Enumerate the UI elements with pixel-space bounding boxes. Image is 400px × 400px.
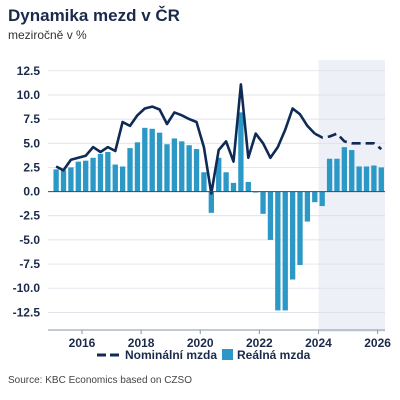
x-tick-label: 2016 [69,336,96,350]
bar-real-wage [119,166,126,192]
line-series-layer [55,83,383,195]
x-tick-label: 2022 [246,336,273,350]
forecast-band-layer [318,60,385,332]
bar-real-wage [341,147,348,192]
bar-real-wage [164,144,170,192]
bar-real-wage [134,142,141,192]
legend-bar-label: Reálná mzda [237,348,311,362]
bar-real-wage [201,172,207,192]
bar-real-wage [312,191,318,203]
bar-real-wage [112,164,118,192]
bar-real-wage [297,191,303,266]
y-tick-label: 7.5 [23,112,40,126]
bar-real-wage [208,191,214,213]
bar-real-wage [179,141,185,192]
bar-real-wage [149,128,155,192]
y-tick-label: 2.5 [23,160,40,174]
bar-real-wage [289,191,296,280]
bar-real-wage [363,166,370,192]
chart-title: Dynamika mezd v ČR [8,6,180,25]
bar-real-wage [238,112,244,192]
bar-real-wage [90,157,96,192]
forecast-band [318,60,385,332]
legend-bar-swatch [222,349,233,360]
source-note: Source: KBC Economics based on CZSO [8,375,192,386]
bar-real-wage [53,169,59,192]
bar-real-wage [245,181,251,192]
y-tick-label: -10.0 [13,281,41,295]
x-tick-label: 2024 [305,336,332,350]
bar-real-wage [356,166,362,192]
bar-series-layer [53,112,384,311]
line-nominal-wage [55,83,316,195]
bar-real-wage [275,191,281,311]
bar-real-wage [319,191,325,207]
bar-real-wage [326,158,333,192]
bar-real-wage [260,191,266,214]
bar-real-wage [193,149,200,192]
bar-real-wage [75,161,81,192]
bar-real-wage [267,191,274,240]
bar-real-wage [171,138,178,192]
bar-real-wage [371,165,377,192]
bar-real-wage [186,145,192,192]
chart-subtitle: meziročně v % [8,28,87,42]
bar-real-wage [83,160,89,192]
axis-layer: 12.5 10.0 7.5 5.0 2.5 0.0 -2.5 -5.0 -7.5 -10.0 -12… [13,64,392,350]
bar-real-wage [216,157,222,192]
x-tick-label: 2026 [364,336,391,350]
bar-real-wage [349,150,355,192]
y-tick-label: -7.5 [19,257,40,271]
y-tick-label: -2.5 [19,209,40,223]
legend-line-label: Nominální mzda [125,348,217,362]
bar-real-wage [378,167,384,192]
y-tick-label: 0.0 [23,185,40,199]
x-tick-label: 2020 [187,336,214,350]
bar-real-wage [304,191,311,222]
line-nominal-wage-forecast [314,132,383,151]
bar-real-wage [68,167,74,192]
bar-real-wage [282,191,288,311]
y-tick-label: -5.0 [19,233,40,247]
bar-real-wage [127,148,133,192]
bar-real-wage [60,170,67,192]
bar-real-wage [97,153,104,192]
legend: Nominální mzda Reálná mzda [97,348,311,362]
bar-real-wage [334,158,340,192]
y-tick-label: 12.5 [17,64,41,78]
grid-layer [48,70,385,313]
y-tick-label: 5.0 [23,136,40,150]
bar-real-wage [105,151,111,192]
y-tick-label: 10.0 [17,88,41,102]
bar-real-wage [156,132,163,192]
y-tick-label: -12.5 [13,305,41,319]
bar-real-wage [142,127,148,192]
x-tick-label: 2018 [128,336,155,350]
bar-real-wage [230,182,237,192]
bar-real-wage [223,172,229,192]
